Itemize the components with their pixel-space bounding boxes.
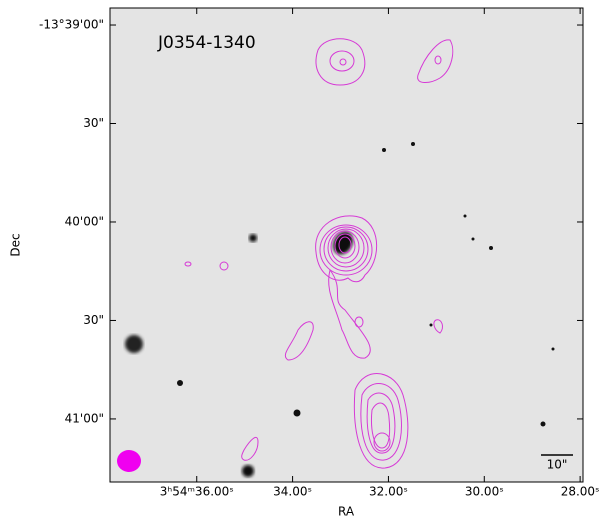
sources bbox=[125, 142, 555, 477]
y-tick-label: 30" bbox=[83, 313, 104, 327]
chart-title: J0354-1340 bbox=[157, 33, 256, 53]
y-tick-label: -13°39'00" bbox=[39, 18, 104, 32]
x-axis-label: RA bbox=[338, 505, 355, 519]
y-axis-label: Dec bbox=[9, 233, 23, 256]
contours bbox=[184, 38, 454, 469]
x-tick-label: 30.00ˢ bbox=[465, 485, 504, 499]
y-tick-label: 41'00" bbox=[65, 411, 104, 425]
frame bbox=[109, 7, 584, 483]
y-tick-label: 30" bbox=[83, 116, 104, 130]
x-tick-label: 28.00ˢ bbox=[561, 485, 600, 499]
y-tick-label: 40'00" bbox=[65, 214, 104, 228]
scale-bar-label: 10" bbox=[547, 458, 568, 472]
x-tick-label: 32.00ˢ bbox=[369, 485, 408, 499]
x-tick-label: 3ʰ54ᵐ36.00ˢ bbox=[160, 485, 234, 499]
x-tick-label: 34.00ˢ bbox=[273, 485, 312, 499]
beam bbox=[117, 450, 141, 472]
